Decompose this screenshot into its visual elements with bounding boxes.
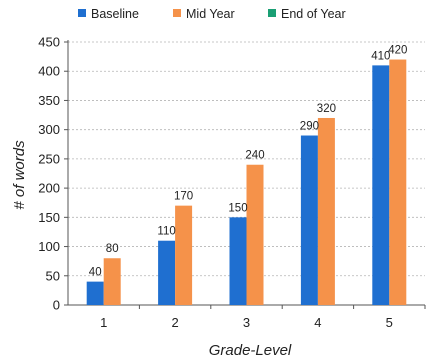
legend-swatch-2 (173, 9, 181, 17)
bar-baseline-5 (372, 65, 390, 305)
bar-mid-year-5 (389, 59, 407, 306)
x-tick-label-4: 4 (314, 315, 321, 330)
x-tick-label-1: 1 (100, 315, 107, 330)
axes: 0 50 100 150 200 250 300 350 400 450 1 2 3 4 5 (38, 35, 426, 330)
legend-label-1: Baseline (91, 7, 139, 21)
data-label-mid-year-5: 420 (388, 45, 407, 57)
bar-mid-year-2 (175, 205, 193, 305)
y-tick-label: 150 (38, 210, 60, 225)
data-label-mid-year-2: 170 (174, 191, 193, 203)
bar-mid-year-3 (246, 164, 264, 305)
y-tick-label: 100 (38, 239, 60, 254)
legend-label-2: Mid Year (186, 7, 235, 21)
data-label-baseline-3: 150 (228, 202, 247, 214)
y-tick-label: 300 (38, 122, 60, 137)
legend-swatch-1 (78, 9, 86, 17)
bar-baseline-1 (86, 281, 104, 305)
bar-baseline-4 (300, 135, 318, 305)
data-label-mid-year-1: 80 (106, 243, 119, 255)
y-tick-label: 200 (38, 181, 60, 196)
x-axis-title: Grade-Level (209, 342, 292, 359)
legend: Baseline Mid Year End of Year (78, 7, 346, 21)
y-axis-title: # of words (11, 140, 28, 210)
bar-baseline-2 (158, 240, 176, 305)
data-label-mid-year-3: 240 (245, 150, 264, 162)
bar-baseline-3 (229, 217, 247, 305)
data-label-baseline-5: 410 (371, 50, 390, 62)
data-label-baseline-2: 110 (157, 226, 175, 238)
data-label-baseline-1: 40 (89, 267, 102, 279)
y-tick-label: 50 (46, 268, 60, 283)
y-tick-label: 450 (38, 35, 60, 50)
y-tick-label: 0 (53, 298, 60, 313)
x-tick-label-3: 3 (243, 315, 250, 330)
data-label-baseline-4: 290 (300, 121, 319, 133)
x-tick-label-2: 2 (171, 315, 178, 330)
legend-label-3: End of Year (281, 7, 346, 21)
bar-mid-year-1 (103, 258, 121, 305)
y-tick-label: 250 (38, 151, 60, 166)
bar-mid-year-4 (317, 117, 335, 305)
x-tick-label-5: 5 (386, 315, 393, 330)
data-label-mid-year-4: 320 (317, 103, 336, 115)
legend-swatch-3 (268, 9, 276, 17)
bars (86, 59, 407, 306)
gridlines (68, 41, 425, 277)
y-tick-label: 400 (38, 64, 60, 79)
y-tick-label: 350 (38, 93, 60, 108)
